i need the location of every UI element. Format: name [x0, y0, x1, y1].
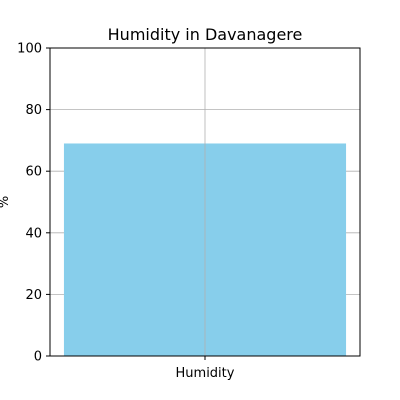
x-tick-label: Humidity	[176, 366, 235, 381]
y-axis-ticks: 0 20 40 60 80 100	[17, 42, 50, 365]
y-tick-label: 20	[25, 288, 42, 303]
chart-title: Humidity in Davanagere	[108, 25, 303, 44]
x-axis-ticks: Humidity	[176, 356, 235, 381]
y-tick-label: 60	[25, 165, 42, 180]
y-axis-label: %	[0, 196, 12, 208]
y-tick-label: 100	[17, 42, 42, 57]
y-tick-label: 40	[25, 226, 42, 241]
y-tick-label: 80	[25, 103, 42, 118]
y-tick-label: 0	[34, 350, 42, 365]
